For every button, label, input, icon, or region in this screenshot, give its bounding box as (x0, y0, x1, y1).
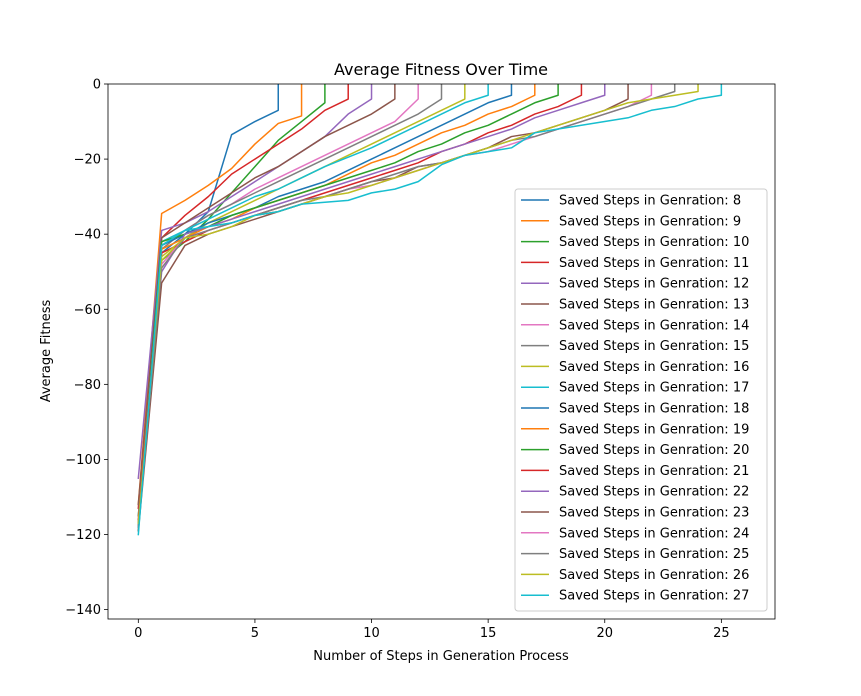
y-tick-label: −120 (65, 528, 101, 543)
series-line-11 (137, 84, 513, 528)
x-axis-label: Number of Steps in Generation Process (313, 649, 569, 664)
y-tick-label: −60 (74, 303, 101, 318)
series-lines (137, 84, 723, 536)
x-tick-label: 20 (596, 626, 613, 641)
legend-label-13: Saved Steps in Genration: 20 (559, 443, 749, 458)
series-line-4 (137, 84, 349, 510)
legend-box (514, 188, 768, 612)
legend-label-17: Saved Steps in Genration: 24 (559, 526, 749, 541)
series-line-10 (137, 84, 489, 532)
axes: 0 5 10 15 20 25 0 −20 −40 −60 −80 −100 −120 −140 (65, 78, 776, 641)
legend-label-5: Saved Steps in Genration: 12 (559, 277, 749, 292)
series-line-9 (137, 84, 466, 525)
legend: Saved Steps in Genration: 8 Saved Steps i… (514, 188, 768, 612)
legend-label-6: Saved Steps in Genration: 13 (559, 298, 749, 313)
series-line-6 (137, 84, 396, 506)
legend-label-1: Saved Steps in Genration: 8 (559, 194, 741, 209)
legend-label-12: Saved Steps in Genration: 19 (559, 422, 749, 437)
plot-area (137, 84, 723, 536)
legend-label-2: Saved Steps in Genration: 9 (559, 214, 741, 229)
series-line-3 (137, 84, 326, 517)
series-line-5 (137, 84, 373, 480)
axes-frame (107, 83, 776, 620)
x-tick-label: 25 (713, 626, 730, 641)
legend-label-3: Saved Steps in Genration: 10 (559, 235, 749, 250)
y-axis-label: Average Fitness (39, 300, 54, 403)
y-tick-label: 0 (93, 78, 101, 93)
legend-label-10: Saved Steps in Genration: 17 (559, 381, 749, 396)
legend-label-14: Saved Steps in Genration: 21 (559, 464, 749, 479)
series-line-15 (137, 84, 606, 525)
series-line-19 (137, 84, 699, 525)
series-line-1 (137, 84, 279, 528)
x-tick-label: 10 (363, 626, 380, 641)
legend-label-4: Saved Steps in Genration: 11 (559, 256, 749, 271)
legend-label-20: Saved Steps in Genration: 27 (559, 589, 749, 604)
legend-label-15: Saved Steps in Genration: 22 (559, 485, 749, 500)
series-line-7 (137, 84, 419, 528)
legend-label-9: Saved Steps in Genration: 16 (559, 360, 749, 375)
legend-label-7: Saved Steps in Genration: 14 (559, 318, 749, 333)
y-tick-label: −40 (74, 228, 101, 243)
legend-label-16: Saved Steps in Genration: 23 (559, 506, 749, 521)
series-line-20 (137, 84, 723, 536)
y-tick-label: −100 (65, 453, 101, 468)
series-line-8 (137, 84, 443, 517)
legend-label-19: Saved Steps in Genration: 26 (559, 568, 749, 583)
legend-label-8: Saved Steps in Genration: 15 (559, 339, 749, 354)
x-tick-label: 0 (134, 626, 142, 641)
legend-label-11: Saved Steps in Genration: 18 (559, 402, 749, 417)
series-line-2 (137, 84, 303, 506)
chart-title: Average Fitness Over Time (334, 60, 548, 79)
y-tick-label: −140 (65, 603, 101, 618)
legend-label-18: Saved Steps in Genration: 25 (559, 547, 749, 562)
y-tick-label: −20 (74, 153, 101, 168)
y-tick-label: −80 (74, 378, 101, 393)
x-tick-label: 15 (480, 626, 497, 641)
x-tick-label: 5 (251, 626, 259, 641)
